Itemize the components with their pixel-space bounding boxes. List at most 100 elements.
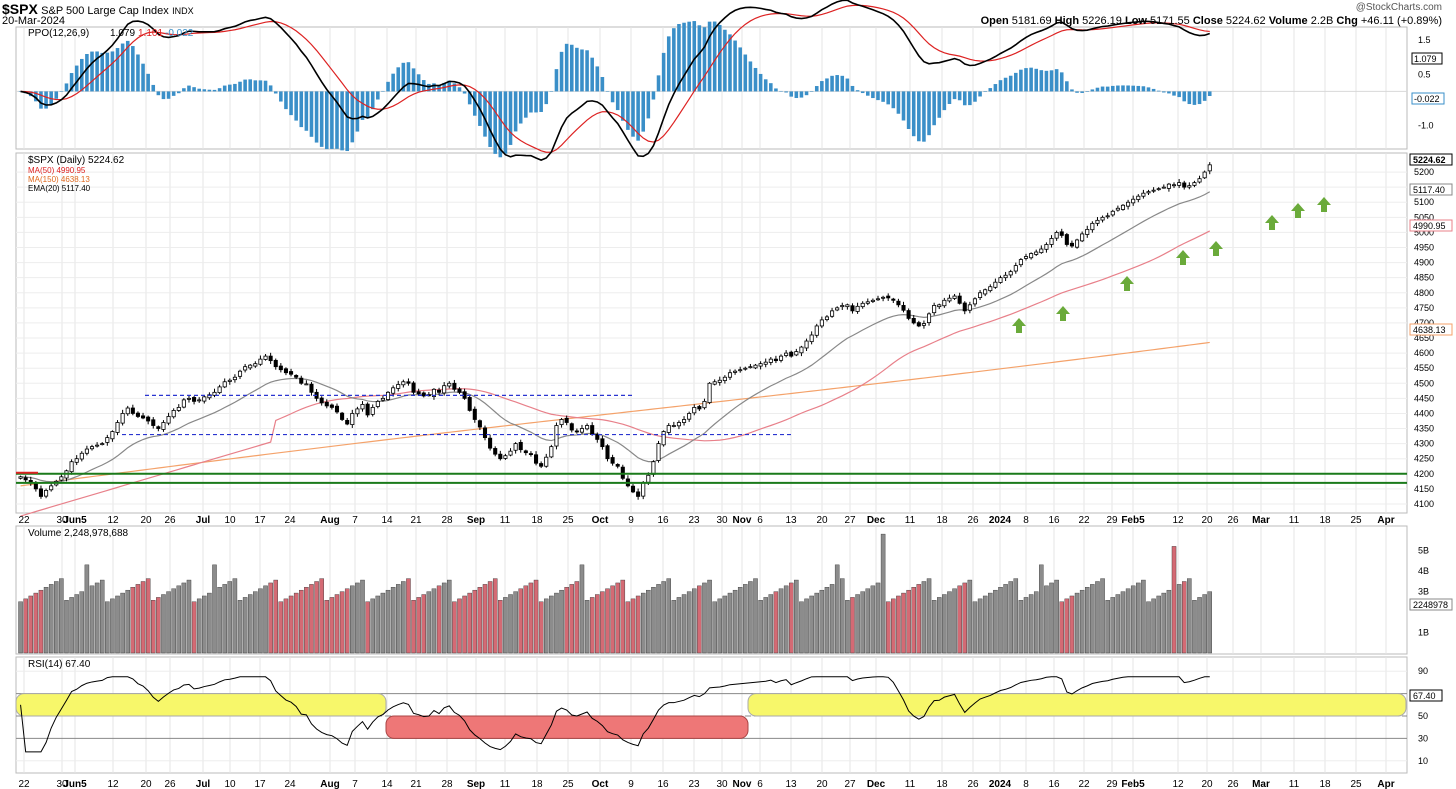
candle-up	[84, 448, 89, 454]
ppo-histogram-bar	[1207, 91, 1212, 97]
volume-bar-up	[840, 578, 845, 654]
volume-bar-up	[355, 582, 360, 654]
volume-bar-up	[1105, 600, 1110, 654]
candle-up	[814, 325, 819, 336]
candle-up	[1115, 207, 1120, 211]
candle-up	[217, 386, 222, 394]
candle-down	[156, 426, 161, 429]
volume-bar-up	[676, 597, 682, 654]
volume-bar-up	[1074, 592, 1080, 654]
candle	[110, 430, 115, 442]
candle-up	[870, 299, 875, 302]
candle	[217, 384, 222, 395]
volume-bar-up	[217, 587, 222, 654]
price-legend-label: $SPX (Daily) 5224.62	[28, 155, 125, 166]
candle	[824, 315, 829, 322]
volume-bar-up	[743, 584, 748, 654]
volume-bar-up	[1207, 591, 1212, 654]
volume-bar-down	[569, 584, 575, 654]
candle	[1018, 258, 1023, 268]
candle	[947, 294, 952, 303]
candle	[942, 297, 947, 308]
volume-bar-down	[885, 601, 891, 654]
open-label: Open	[980, 15, 1009, 27]
candle	[697, 405, 702, 412]
x-tick-label: 25	[1350, 515, 1362, 526]
price-series	[18, 162, 1212, 517]
x-tick-label: Nov	[733, 515, 752, 526]
volume-bar-up	[870, 585, 876, 654]
volume-bar-up	[584, 600, 590, 654]
candle-down	[452, 382, 457, 390]
ppo-histogram-bar	[932, 91, 936, 126]
ppo-histogram-bar	[350, 91, 355, 143]
ppo-histogram-bar	[386, 81, 390, 92]
ppo-histogram-bar	[580, 49, 584, 92]
ppo-histogram-bar	[1131, 85, 1135, 92]
x-tick-label-bottom: 20	[140, 779, 152, 789]
ppo-histogram-bar	[370, 91, 375, 110]
x-tick-label: 20	[816, 515, 828, 526]
volume-bar-down	[339, 591, 345, 654]
candle-up	[1202, 171, 1207, 179]
volume-bar-up	[931, 600, 937, 654]
ppo-histogram-bar	[279, 91, 283, 102]
candle-up	[227, 379, 232, 382]
volume-bar-up	[385, 589, 391, 654]
ppo-histogram-bar	[886, 91, 890, 105]
candle-up	[860, 302, 865, 308]
ppo-histogram-bar	[590, 57, 594, 92]
volume-bar-down	[605, 588, 610, 654]
chart-date: 20-Mar-2024	[2, 15, 65, 27]
candle	[59, 474, 64, 482]
ppo-histogram-bar	[769, 83, 773, 92]
volume-bar-up	[686, 591, 692, 654]
ppo-histogram-bar	[743, 54, 748, 92]
volume-bar-up	[998, 587, 1003, 654]
candle-down	[493, 448, 498, 455]
candle	[472, 406, 477, 423]
volume-bar-up	[549, 595, 554, 654]
volume-bar-up	[447, 579, 452, 654]
x-tick-label: 25	[562, 515, 574, 526]
candle-down	[916, 322, 921, 327]
volume-bar-down	[329, 597, 335, 654]
candle	[105, 434, 110, 446]
volume-bar-up	[74, 594, 79, 654]
candle-up	[1039, 248, 1044, 254]
candle-up	[360, 403, 365, 410]
candle-up	[671, 425, 676, 427]
volume-bar-up	[937, 597, 942, 654]
volume-bar-down	[288, 595, 294, 654]
x-tick-label: Feb5	[1121, 515, 1145, 526]
volume-bar-up	[967, 579, 973, 654]
candle	[161, 420, 166, 432]
ppo-histogram-bar	[687, 21, 691, 92]
candle-up	[391, 387, 396, 394]
ppo-histogram-bar	[1121, 85, 1125, 92]
ppo-histogram-bar	[906, 91, 911, 130]
open-value: 5181.69	[1011, 15, 1052, 27]
volume-bar-up	[115, 595, 120, 654]
ppo-histogram-bar	[595, 66, 600, 92]
candle	[375, 399, 380, 409]
x-tick-label: 26	[967, 515, 979, 526]
candle-up	[1141, 192, 1146, 197]
exchange: INDX	[172, 6, 194, 16]
candle	[1029, 252, 1034, 260]
x-tick-label-bottom: Mar	[1252, 779, 1270, 789]
candle-down	[345, 419, 350, 425]
ppo-histogram-bar	[1019, 69, 1023, 92]
ppo-histogram-bar	[176, 91, 181, 94]
close-label: Close	[1192, 15, 1223, 27]
volume-bar-up	[952, 588, 957, 654]
ppo-histogram-bar	[1034, 68, 1039, 92]
x-tick-label-bottom: 22	[18, 779, 30, 789]
candle	[1151, 187, 1156, 193]
volume-bar-down	[901, 592, 906, 654]
candle-up	[676, 422, 681, 427]
candle	[1090, 221, 1095, 233]
candle	[927, 312, 932, 326]
ppo-histogram-bar	[401, 62, 406, 92]
